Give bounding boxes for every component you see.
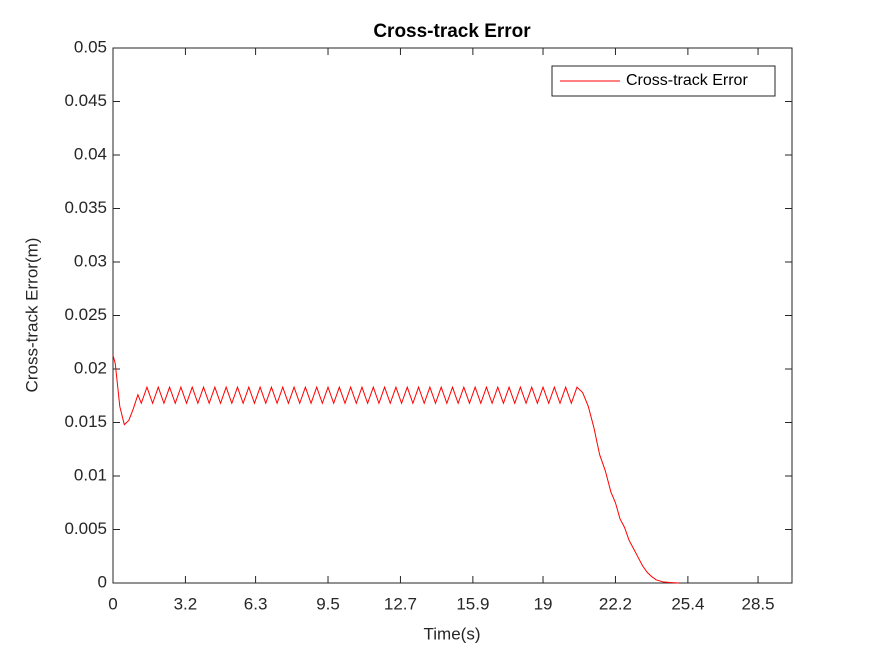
x-tick-label: 12.7 [384, 594, 417, 613]
chart-title: Cross-track Error [373, 21, 531, 42]
x-tick-label: 6.3 [244, 594, 268, 613]
x-tick-label: 28.5 [742, 594, 775, 613]
y-tick-label: 0.04 [74, 144, 107, 163]
y-tick-label: 0.025 [64, 305, 107, 324]
x-axis-label: Time(s) [424, 624, 481, 643]
y-tick-label: 0.02 [74, 358, 107, 377]
y-tick-label: 0.05 [74, 37, 107, 56]
y-tick-label: 0.03 [74, 251, 107, 270]
x-tick-label: 15.9 [456, 594, 489, 613]
x-tick-label: 9.5 [316, 594, 340, 613]
x-tick-label: 0 [108, 594, 117, 613]
x-tick-label: 19 [534, 594, 553, 613]
y-axis-label: Cross-track Error(m) [22, 238, 41, 393]
data-line [112, 354, 679, 584]
y-tick-label: 0.045 [64, 91, 107, 110]
y-tick-label: 0.005 [64, 519, 107, 538]
y-tick-label: 0 [98, 572, 107, 591]
x-tick-label: 3.2 [174, 594, 198, 613]
x-tick-label: 22.2 [599, 594, 632, 613]
legend-label: Cross-track Error [626, 72, 748, 89]
y-tick-label: 0.035 [64, 198, 107, 217]
y-tick-label: 0.01 [74, 465, 107, 484]
x-tick-label: 25.4 [671, 594, 704, 613]
y-tick-label: 0.015 [64, 412, 107, 431]
